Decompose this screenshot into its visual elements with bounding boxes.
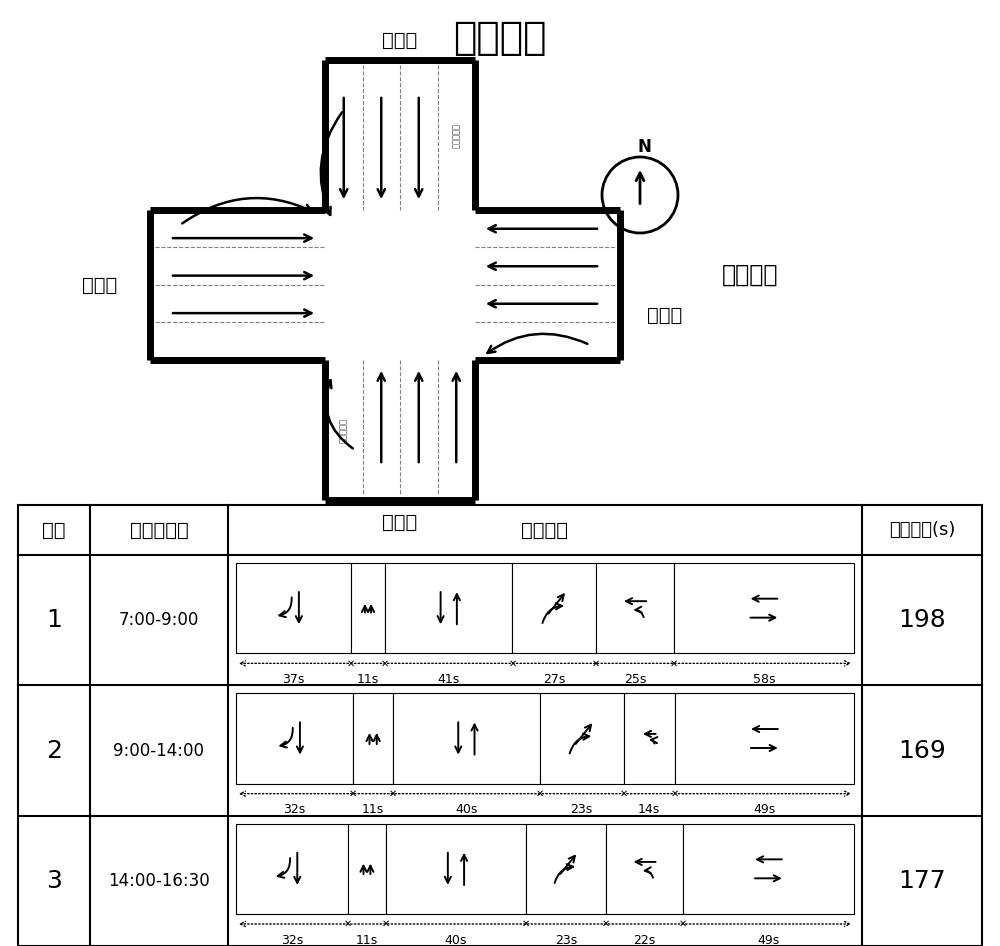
Text: 劳动西路: 劳动西路 <box>453 19 547 57</box>
Text: 32s: 32s <box>283 803 306 816</box>
Bar <box>386 824 526 914</box>
Text: 北进口: 北进口 <box>382 30 418 49</box>
Text: 58s: 58s <box>753 673 775 686</box>
Text: 配时方案: 配时方案 <box>522 520 568 539</box>
Bar <box>322 358 328 362</box>
Text: 时段起讫点: 时段起讫点 <box>130 520 188 539</box>
Text: 公交专用道: 公交专用道 <box>452 122 461 148</box>
Text: ✕: ✕ <box>344 919 352 929</box>
Bar <box>473 358 478 362</box>
Text: N: N <box>637 138 651 156</box>
Text: ✕: ✕ <box>508 658 516 668</box>
Text: 9:00-14:00: 9:00-14:00 <box>114 742 205 760</box>
Text: 169: 169 <box>898 739 946 762</box>
Text: ✕: ✕ <box>347 658 355 668</box>
Text: 西进口: 西进口 <box>82 275 118 294</box>
Bar <box>348 824 386 914</box>
Text: 公交专用道: 公交专用道 <box>339 417 348 443</box>
Bar <box>385 563 512 654</box>
Text: ✕: ✕ <box>522 919 530 929</box>
Bar <box>540 693 624 783</box>
Bar <box>512 563 596 654</box>
Text: 40s: 40s <box>455 803 478 816</box>
Text: ✕: ✕ <box>679 919 687 929</box>
Text: 1: 1 <box>46 608 62 632</box>
Bar <box>353 693 393 783</box>
Bar <box>473 207 478 213</box>
Text: 37s: 37s <box>282 673 305 686</box>
Text: ✕: ✕ <box>592 658 600 668</box>
Bar <box>236 693 353 783</box>
Bar <box>393 693 540 783</box>
Text: ✕: ✕ <box>349 789 357 798</box>
Text: 27s: 27s <box>543 673 566 686</box>
Text: 41s: 41s <box>438 673 460 686</box>
Text: ✕: ✕ <box>671 789 679 798</box>
Text: ✕: ✕ <box>602 919 610 929</box>
Text: 49s: 49s <box>757 934 780 946</box>
Bar <box>526 824 606 914</box>
Bar <box>322 207 328 213</box>
Text: 东进口: 东进口 <box>647 306 683 324</box>
Text: 14:00-16:30: 14:00-16:30 <box>108 872 210 890</box>
Bar <box>675 693 854 783</box>
Text: 22s: 22s <box>633 934 656 946</box>
Text: 清潭中路: 清潭中路 <box>722 263 778 287</box>
Bar <box>674 563 854 654</box>
Text: ✕: ✕ <box>381 658 389 668</box>
Text: 32s: 32s <box>281 934 303 946</box>
Text: 编号: 编号 <box>42 520 66 539</box>
Text: 7:00-9:00: 7:00-9:00 <box>119 611 199 629</box>
Bar <box>351 563 385 654</box>
Text: ✕: ✕ <box>620 789 628 798</box>
Bar <box>236 563 351 654</box>
Text: 40s: 40s <box>445 934 467 946</box>
Text: ✕: ✕ <box>535 789 544 798</box>
Text: 177: 177 <box>898 868 946 893</box>
Bar <box>18 505 982 946</box>
Text: 23s: 23s <box>570 803 593 816</box>
Text: ✕: ✕ <box>382 919 390 929</box>
Text: 2: 2 <box>46 739 62 762</box>
Text: 周期长度(s): 周期长度(s) <box>889 521 955 539</box>
Bar <box>236 824 348 914</box>
Text: 198: 198 <box>898 608 946 632</box>
Bar <box>606 824 683 914</box>
Bar <box>596 563 674 654</box>
Text: 11s: 11s <box>356 934 378 946</box>
Text: 49s: 49s <box>753 803 776 816</box>
Bar <box>624 693 675 783</box>
Text: ✕: ✕ <box>389 789 397 798</box>
Bar <box>325 60 475 500</box>
Text: 11s: 11s <box>357 673 379 686</box>
Text: 11s: 11s <box>362 803 384 816</box>
Text: 23s: 23s <box>555 934 577 946</box>
Text: 南进口: 南进口 <box>382 513 418 532</box>
Bar <box>150 210 620 360</box>
Text: ✕: ✕ <box>670 658 678 668</box>
Text: 25s: 25s <box>624 673 646 686</box>
Bar <box>683 824 854 914</box>
Text: 14s: 14s <box>638 803 660 816</box>
Text: 3: 3 <box>46 868 62 893</box>
